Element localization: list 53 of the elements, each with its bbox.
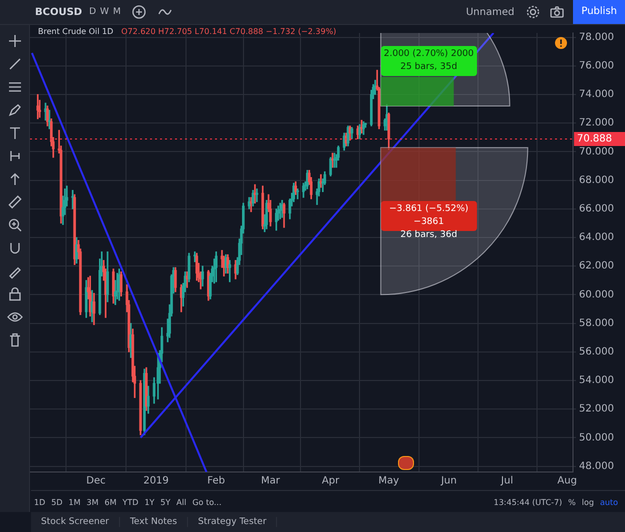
ref-line-label: 70.888 xyxy=(577,134,612,145)
y-tick-label: 52.000 xyxy=(579,404,614,415)
y-tick-label: 78.000 xyxy=(579,32,614,43)
text: 1M xyxy=(68,498,82,506)
x-tick-label: Apr xyxy=(322,476,340,487)
text: auto xyxy=(598,498,619,506)
x-tick-label: 2019 xyxy=(143,476,169,487)
annotation: 2.000 (2.70%) 2000 25 bars, 35d xyxy=(380,46,477,76)
text: 5D xyxy=(50,498,64,506)
y-tick-label: 66.000 xyxy=(579,203,614,214)
chart-title: Brent Crude Oil 1D xyxy=(38,27,114,36)
text: YTD xyxy=(122,498,140,506)
text: Publish xyxy=(573,0,625,24)
text: 1Y xyxy=(143,498,156,506)
text: M xyxy=(112,7,122,17)
y-tick-label: 72.000 xyxy=(579,118,614,129)
text: 1D xyxy=(33,498,46,506)
text: Unnamed xyxy=(464,6,516,18)
x-tick-label: Dec xyxy=(86,476,106,487)
y-tick-label: 76.000 xyxy=(579,60,614,72)
text: Text Notes xyxy=(120,517,188,527)
text: % xyxy=(567,498,577,506)
y-tick-label: 48.000 xyxy=(579,460,614,472)
y-tick-label: 58.000 xyxy=(579,318,614,329)
y-tick-label: 50.000 xyxy=(579,432,614,444)
text: 6M xyxy=(104,498,118,506)
y-tick-label: 68.000 xyxy=(579,174,614,186)
x-tick-label: Aug xyxy=(557,476,577,487)
x-tick-label: Mar xyxy=(261,476,281,487)
text: 13:45:44 (UTC-7) xyxy=(492,498,564,506)
text: Strategy Tester xyxy=(188,517,278,527)
y-tick-label: 74.000 xyxy=(579,89,614,100)
annotation: −3.861 (−5.52%) −3861 26 bars, 36d xyxy=(388,202,470,240)
text: 5Y xyxy=(159,498,172,506)
x-tick-label: Jun xyxy=(440,476,457,487)
text: BCOUSD xyxy=(34,6,84,18)
y-tick-label: 62.000 xyxy=(579,260,614,272)
y-tick-label: 70.000 xyxy=(579,146,614,158)
text: All xyxy=(175,498,188,506)
x-tick-label: Jul xyxy=(500,476,514,487)
text: W xyxy=(99,7,110,17)
text: log xyxy=(580,498,595,506)
y-tick-label: 64.000 xyxy=(579,232,614,244)
text: D xyxy=(88,7,98,17)
chart-subtitle: O72.620 H72.705 L70.141 C70.888 −1.732 (−2.39%) xyxy=(121,27,336,36)
y-tick-label: 54.000 xyxy=(579,375,614,386)
text: Stock Screener xyxy=(31,517,120,527)
text: 3M xyxy=(86,498,100,506)
text: Go to... xyxy=(191,498,222,506)
x-tick-label: May xyxy=(378,476,400,487)
y-tick-label: 56.000 xyxy=(579,346,614,358)
y-tick-label: 60.000 xyxy=(579,289,614,300)
x-tick-label: Feb xyxy=(207,476,226,487)
